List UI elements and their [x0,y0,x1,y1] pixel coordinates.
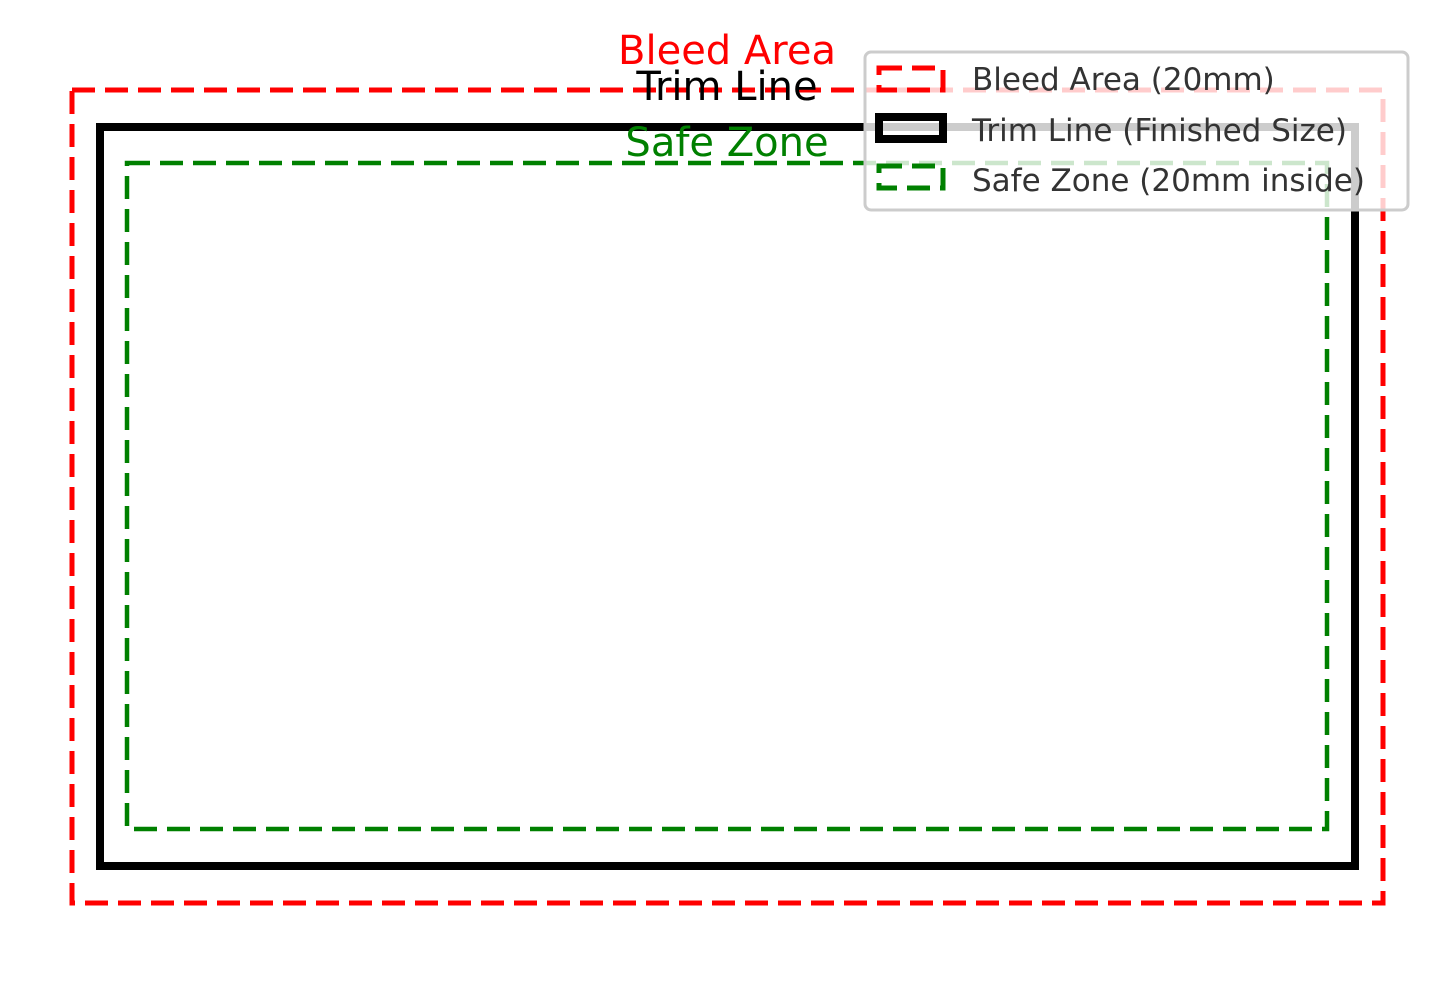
legend-label-bleed: Bleed Area (20mm) [972,62,1275,98]
trim-line-rect [96,123,1359,870]
bleed-area-label: Bleed Area [618,28,836,74]
safe-zone-rect [124,160,1330,832]
legend-box [863,50,1410,212]
trim-line-label: Trim Line [635,64,817,110]
legend-swatch-trim [875,113,947,143]
safe-zone-label: Safe Zone [625,120,828,166]
legend: Bleed Area (20mm) Trim Line (Finished Si… [863,50,1410,212]
legend-label-trim: Trim Line (Finished Size) [971,113,1347,149]
legend-label-safe: Safe Zone (20mm inside) [972,163,1365,199]
bleed-area-rect [69,87,1386,906]
legend-swatch-safe [876,163,946,191]
legend-swatch-bleed [876,65,946,93]
